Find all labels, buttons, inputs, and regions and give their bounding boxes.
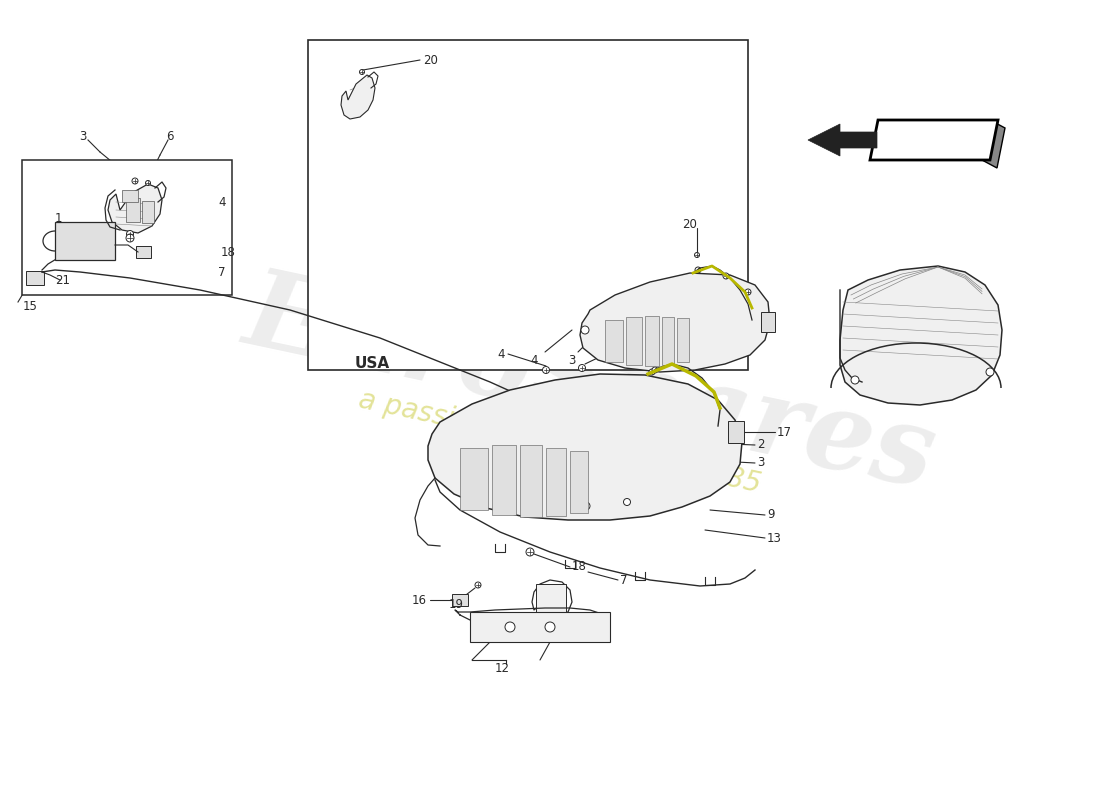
Bar (452, 594, 468, 606)
Circle shape (145, 181, 151, 186)
Text: 1: 1 (55, 211, 62, 225)
Bar (470, 612, 610, 642)
Circle shape (360, 70, 364, 74)
Circle shape (582, 502, 590, 510)
Text: 6: 6 (645, 343, 651, 357)
Circle shape (526, 548, 534, 556)
Text: EuroSpares: EuroSpares (235, 260, 945, 510)
Bar (520, 445, 542, 517)
Text: 7: 7 (218, 266, 226, 278)
Bar (22, 160, 232, 295)
Circle shape (126, 230, 133, 238)
Bar (308, 40, 748, 370)
Text: 12: 12 (495, 662, 509, 674)
Polygon shape (341, 75, 375, 119)
Text: 19: 19 (449, 598, 463, 610)
Text: 4: 4 (530, 354, 538, 366)
Bar (135, 246, 151, 258)
Text: 16: 16 (412, 594, 427, 606)
Text: 3: 3 (569, 354, 575, 366)
Circle shape (505, 622, 515, 632)
Text: 20: 20 (424, 54, 438, 66)
Circle shape (132, 178, 138, 184)
Bar (605, 320, 623, 362)
Circle shape (579, 365, 585, 371)
Text: 7: 7 (620, 574, 627, 586)
Circle shape (694, 253, 700, 258)
Circle shape (851, 376, 859, 384)
Bar (126, 198, 140, 222)
Polygon shape (840, 266, 1002, 405)
Text: 3: 3 (757, 457, 764, 470)
Bar (55, 222, 116, 260)
Bar (761, 312, 776, 332)
Circle shape (544, 622, 556, 632)
Bar (626, 317, 642, 365)
Circle shape (745, 289, 751, 295)
Bar (460, 448, 488, 510)
Text: 21: 21 (55, 274, 70, 286)
Circle shape (986, 368, 994, 376)
Polygon shape (870, 120, 998, 160)
Bar (662, 317, 674, 365)
Circle shape (723, 273, 729, 279)
Bar (645, 316, 659, 366)
Text: 4: 4 (218, 195, 226, 209)
Circle shape (649, 369, 654, 375)
Bar (570, 451, 589, 513)
Polygon shape (982, 120, 1005, 168)
Text: 6: 6 (676, 349, 684, 362)
Text: 9: 9 (767, 509, 774, 522)
Bar (142, 201, 154, 223)
Text: USA: USA (355, 357, 390, 371)
Circle shape (475, 582, 481, 588)
Bar (26, 271, 44, 285)
Circle shape (126, 234, 134, 242)
Bar (676, 318, 689, 362)
Text: 4: 4 (497, 347, 505, 361)
Text: 17: 17 (777, 426, 792, 438)
Bar (536, 584, 566, 612)
Circle shape (581, 326, 589, 334)
Bar (546, 448, 566, 516)
Polygon shape (108, 184, 162, 233)
Text: 20: 20 (683, 218, 697, 230)
Text: 18: 18 (572, 561, 587, 574)
Circle shape (624, 498, 630, 506)
Text: a passion for parts since1985: a passion for parts since1985 (356, 386, 763, 498)
Text: 2: 2 (757, 438, 764, 451)
Text: 18: 18 (221, 246, 235, 258)
Bar (492, 445, 516, 515)
Text: 6: 6 (166, 130, 174, 143)
Polygon shape (580, 273, 770, 372)
Circle shape (695, 267, 701, 273)
Text: 13: 13 (767, 531, 782, 545)
Polygon shape (428, 374, 742, 520)
Circle shape (542, 366, 550, 374)
Bar (728, 421, 744, 443)
Circle shape (652, 367, 658, 373)
Bar (122, 190, 138, 202)
Text: 15: 15 (23, 301, 37, 314)
Text: 3: 3 (612, 346, 619, 358)
Polygon shape (808, 124, 877, 156)
Text: 3: 3 (79, 130, 87, 143)
